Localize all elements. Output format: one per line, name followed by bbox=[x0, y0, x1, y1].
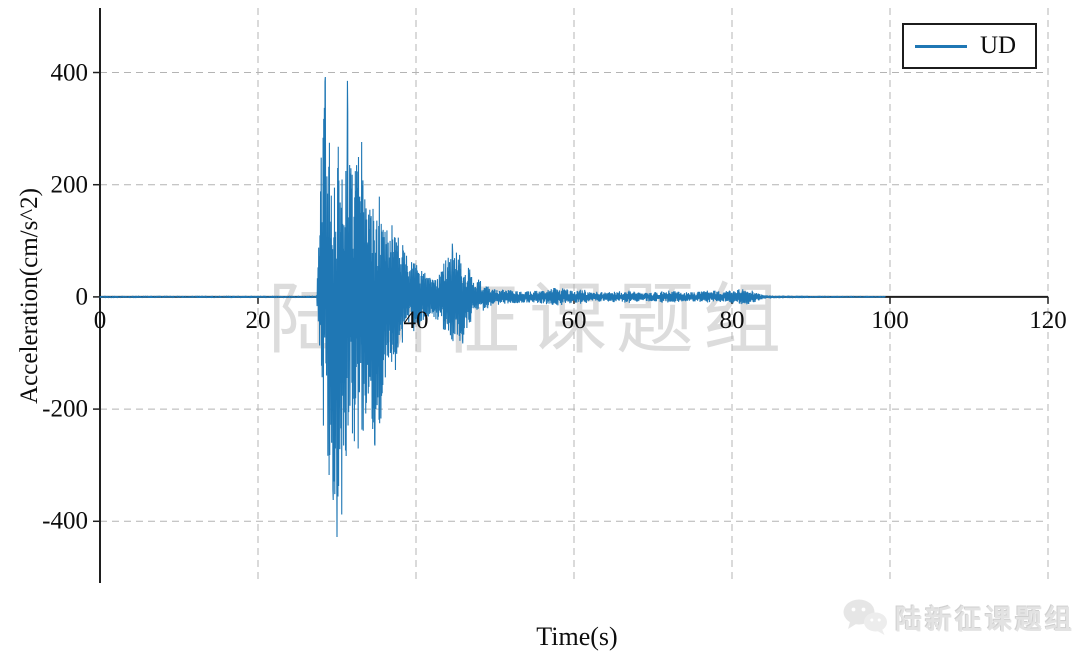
wechat-bubbles-icon bbox=[843, 599, 887, 635]
legend-line-sample-icon bbox=[915, 44, 967, 48]
y-axis-label: Acceleration(cm/s^2) bbox=[16, 188, 43, 404]
legend-box: UD bbox=[902, 23, 1037, 69]
ud-acceleration-trace bbox=[99, 76, 886, 538]
x-axis-label: Time(s) bbox=[536, 622, 618, 651]
publisher-logo-text: 陆新征课题组 bbox=[895, 604, 1075, 635]
legend-label: UD bbox=[979, 32, 1017, 59]
publisher-logo: 陆新征课题组 bbox=[842, 597, 1075, 637]
